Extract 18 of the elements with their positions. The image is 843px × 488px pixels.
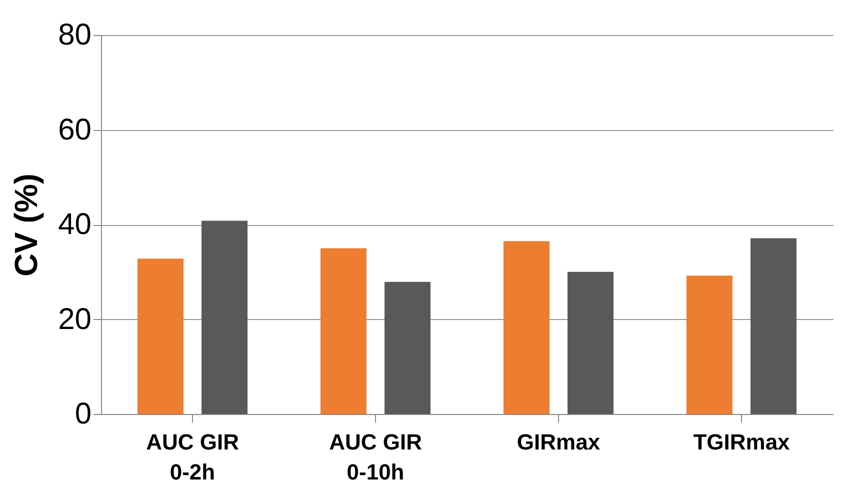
bar bbox=[384, 282, 431, 414]
x-tick-label: GIRmax bbox=[516, 430, 601, 454]
y-tick-label: 60 bbox=[58, 113, 92, 146]
bar bbox=[320, 248, 366, 414]
bar bbox=[686, 276, 732, 414]
bar bbox=[750, 238, 797, 414]
x-tick-label: AUC GIR 0-2h bbox=[146, 430, 240, 484]
bar bbox=[503, 241, 550, 414]
bar bbox=[568, 272, 614, 414]
y-tick-label: 80 bbox=[58, 18, 92, 52]
bar bbox=[202, 220, 248, 414]
x-tick-label: AUC GIR 0-10h bbox=[329, 430, 422, 484]
y-tick-label: 0 bbox=[74, 398, 92, 430]
x-tick-label: TGIRmax bbox=[693, 430, 791, 454]
y-axis-title: CV (%) bbox=[8, 173, 44, 277]
y-tick-label: 40 bbox=[58, 208, 92, 241]
bar bbox=[137, 258, 184, 414]
y-tick-label: 20 bbox=[58, 302, 92, 336]
